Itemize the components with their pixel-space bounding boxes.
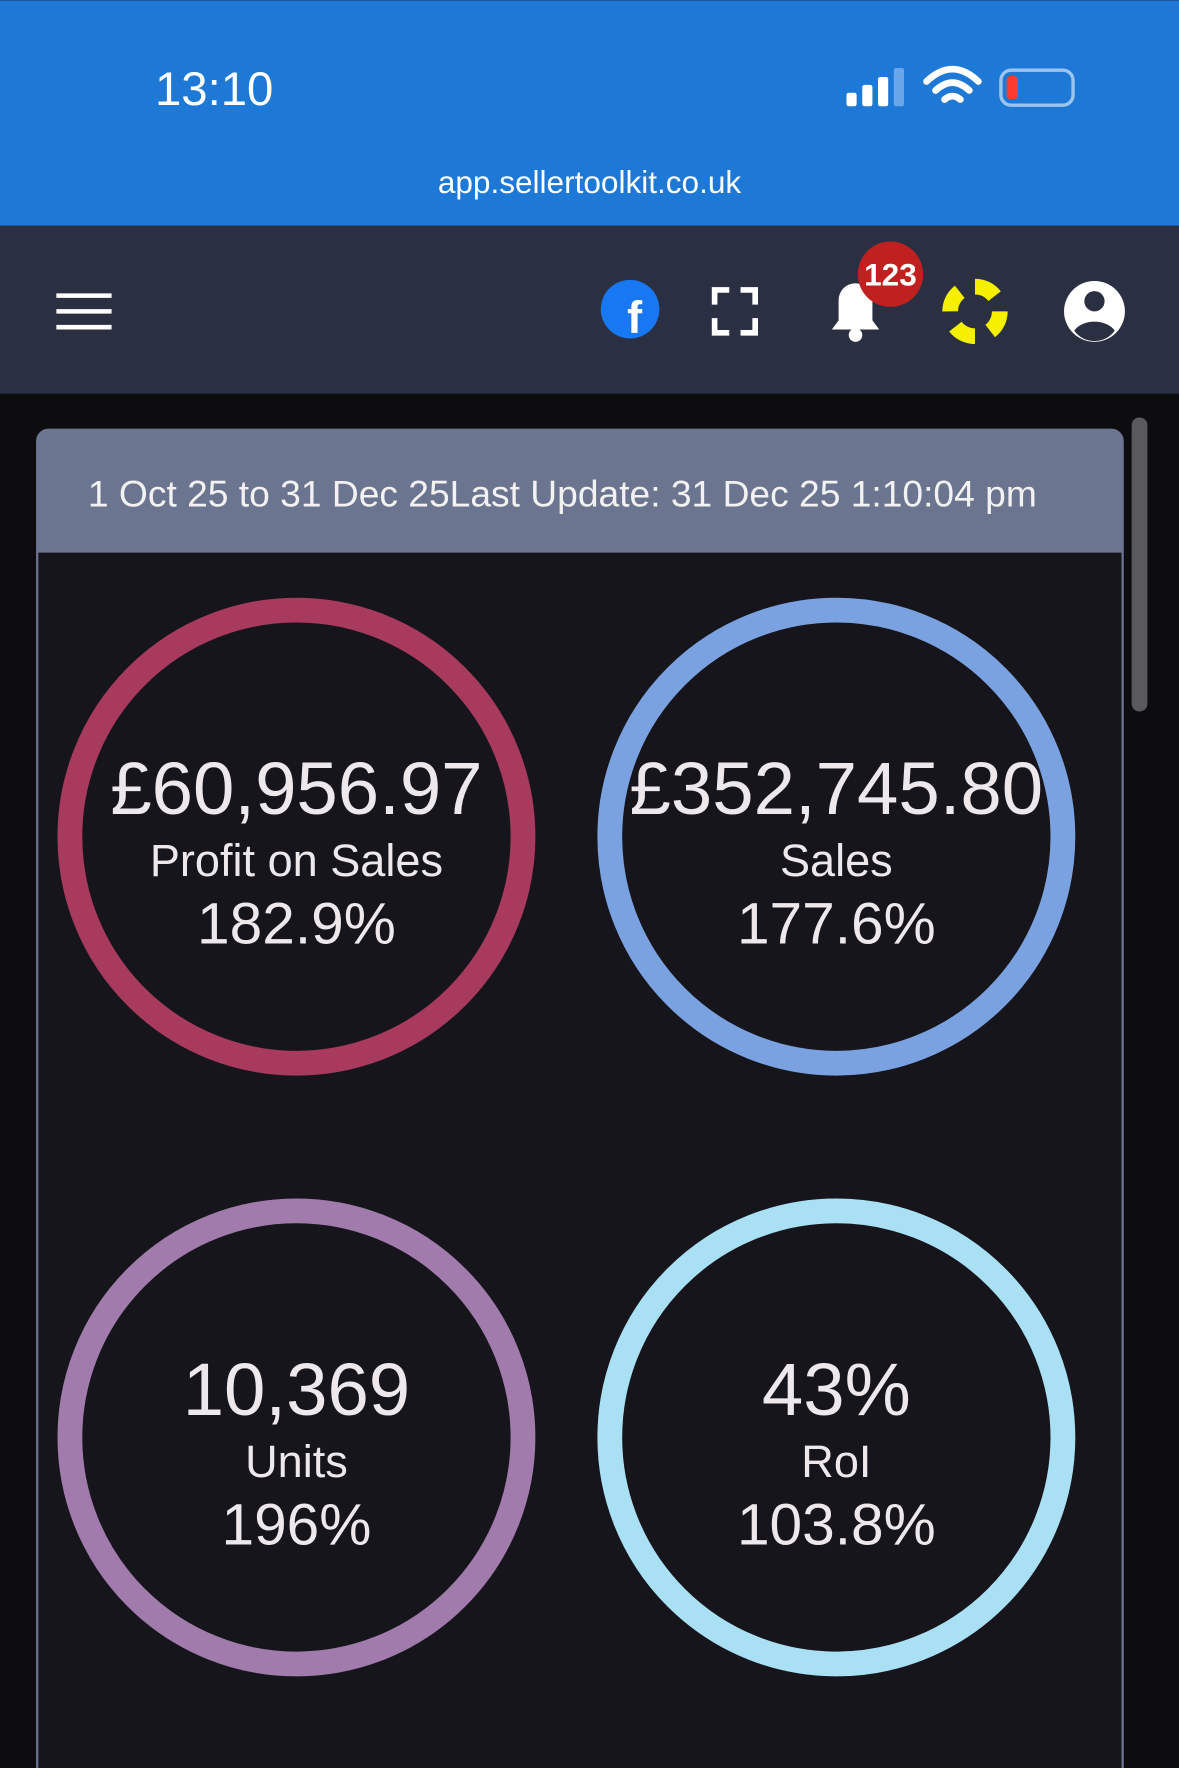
stat-ring — [57, 1198, 536, 1677]
stat-ring — [597, 1198, 1076, 1677]
stat-change: 177.6% — [737, 892, 936, 957]
stat-change: 182.9% — [197, 892, 396, 957]
stat-ring — [57, 597, 536, 1076]
facebook-button[interactable]: f — [600, 279, 660, 343]
fullscreen-button[interactable] — [711, 287, 759, 336]
panel-header — [37, 429, 1123, 553]
stat-label: Units — [245, 1436, 348, 1487]
stat-value: £60,956.97 — [110, 747, 482, 830]
nav-bar — [0, 225, 1179, 394]
stat-label: Profit on Sales — [150, 835, 443, 886]
battery-level — [1006, 75, 1018, 100]
account-button[interactable] — [1064, 280, 1125, 342]
stat-label: RoI — [801, 1436, 871, 1487]
last-update: Last Update: 31 Dec 25 1:10:04 pm — [450, 472, 1037, 514]
svg-text:f: f — [627, 292, 643, 343]
stat-card: 43%RoI 103.8% — [597, 1198, 1076, 1677]
wifi-icon — [923, 65, 982, 103]
battery-icon — [999, 68, 1075, 107]
stat-value: 10,369 — [183, 1348, 410, 1431]
date-range: 1 Oct 25 to 31 Dec 25 — [88, 472, 450, 514]
notification-count: 123 — [864, 256, 917, 292]
time: 13:10 — [155, 63, 273, 116]
stat-ring — [597, 597, 1076, 1076]
signal-icon — [846, 67, 904, 107]
stat-value: £352,745.80 — [630, 747, 1044, 830]
url: app.sellertoolkit.co.uk — [438, 164, 742, 200]
stat-change: 196% — [221, 1493, 371, 1558]
status-bar — [0, 0, 1179, 226]
stat-value: 43% — [762, 1348, 911, 1431]
panel-header-text: 1 Oct 25 to 31 Dec 25Last Update: 31 Dec… — [88, 472, 1037, 514]
menu-button[interactable] — [56, 293, 112, 330]
stat-label: Sales — [780, 835, 893, 886]
help-button[interactable] — [942, 278, 1008, 345]
stat-change: 103.8% — [737, 1493, 936, 1558]
notifications-button[interactable]: 123 — [831, 241, 924, 342]
scrollbar[interactable] — [1131, 417, 1148, 712]
